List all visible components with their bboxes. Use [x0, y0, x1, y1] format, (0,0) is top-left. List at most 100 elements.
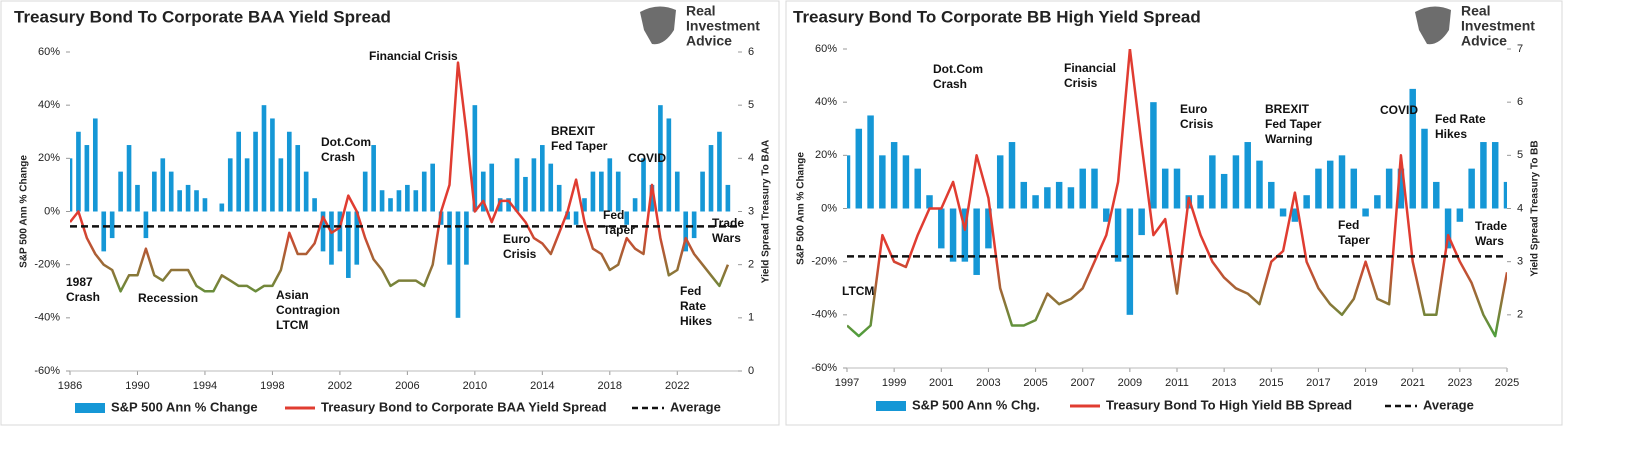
- legend-label: Treasury Bond to Corporate BAA Yield Spr…: [321, 399, 607, 414]
- bar: [1032, 195, 1039, 209]
- bar: [421, 171, 427, 212]
- chart-title: Treasury Bond To Corporate BAA Yield Spr…: [14, 7, 391, 26]
- bar: [109, 211, 115, 239]
- y-tick-label: -40%: [811, 309, 837, 321]
- logo-text: Advice: [1461, 33, 1507, 49]
- bar: [540, 145, 545, 212]
- x-tick-label: 2018: [598, 380, 622, 392]
- x-tick-label: 2007: [1070, 377, 1094, 389]
- bar: [1456, 208, 1464, 222]
- legend-label: S&P 500 Ann % Change: [111, 399, 258, 414]
- bar: [1150, 102, 1157, 209]
- x-tick-label: 2010: [463, 380, 487, 392]
- y-tick-label: 60%: [815, 43, 837, 55]
- bar: [996, 155, 1004, 209]
- bar: [1103, 208, 1110, 222]
- bar: [1138, 208, 1145, 236]
- annotation: Crisis: [503, 247, 537, 261]
- logo-text: Real: [1461, 3, 1491, 19]
- legend-label: S&P 500 Ann % Chg.: [912, 397, 1040, 412]
- bar: [84, 145, 90, 212]
- bar: [1338, 155, 1346, 209]
- bar: [855, 128, 863, 209]
- y-tick-label: -40%: [34, 312, 60, 324]
- bar: [1480, 142, 1487, 209]
- bar: [396, 190, 402, 212]
- bar: [1079, 168, 1086, 209]
- bar: [286, 131, 292, 212]
- bar: [1067, 187, 1075, 209]
- x-tick-label: 2021: [1400, 377, 1424, 389]
- x-tick-label: 2011: [1165, 377, 1189, 389]
- bar: [480, 171, 486, 212]
- y-tick-label: 20%: [815, 149, 837, 161]
- x-tick-label: 2006: [395, 380, 419, 392]
- bar: [1020, 181, 1028, 209]
- y-tick-label: 20%: [38, 152, 60, 164]
- annotation: Fed: [603, 208, 624, 222]
- bar: [847, 155, 851, 209]
- bar: [658, 105, 663, 212]
- bar: [405, 184, 410, 212]
- annotation: Recession: [138, 291, 198, 305]
- bar: [185, 184, 191, 212]
- bar: [1350, 168, 1358, 209]
- bar: [413, 190, 419, 212]
- bar: [548, 163, 554, 212]
- annotation: Crash: [321, 150, 355, 164]
- bar: [227, 158, 233, 212]
- bar: [270, 118, 275, 212]
- annotation: Euro: [1180, 102, 1207, 116]
- bar: [1091, 168, 1098, 209]
- y2-tick-label: 2: [1517, 309, 1523, 321]
- y-tick-label: -60%: [811, 362, 837, 374]
- legend-swatch: [876, 401, 906, 411]
- y2-tick-label: 6: [1517, 96, 1523, 108]
- bar: [202, 198, 208, 212]
- bar: [599, 171, 604, 212]
- bar: [1161, 168, 1169, 209]
- annotation: Trade: [712, 216, 744, 230]
- logo-text: Real: [686, 3, 716, 19]
- bar: [523, 176, 528, 212]
- bar: [1397, 168, 1405, 209]
- bar: [1362, 208, 1369, 217]
- bar: [152, 171, 157, 212]
- x-tick-label: 1999: [882, 377, 906, 389]
- bar: [346, 211, 351, 278]
- x-tick-label: 2025: [1495, 377, 1519, 389]
- bar: [683, 211, 689, 252]
- y2-tick-label: 7: [1517, 43, 1523, 55]
- bar: [1444, 208, 1452, 249]
- bar: [1303, 195, 1310, 209]
- bar: [565, 211, 570, 220]
- bar: [914, 168, 921, 209]
- annotation: Financial Crisis: [369, 49, 458, 63]
- y-tick-label: -60%: [34, 365, 60, 377]
- bar: [92, 118, 98, 212]
- bar: [879, 155, 886, 209]
- annotation: Crisis: [1064, 76, 1098, 90]
- annotation: Fed: [680, 284, 701, 298]
- bar: [177, 190, 182, 212]
- bar: [168, 171, 174, 212]
- bar: [261, 105, 267, 212]
- annotation: Warning: [1265, 132, 1313, 146]
- y-tick-label: 0%: [44, 205, 60, 217]
- annotation: Trade: [1475, 219, 1507, 233]
- y2-tick-label: 2: [748, 259, 754, 271]
- x-tick-label: 1994: [193, 380, 217, 392]
- bar: [1126, 208, 1134, 315]
- annotation: Fed: [1338, 218, 1359, 232]
- bar: [303, 171, 309, 212]
- annotation: Taper: [1338, 233, 1370, 247]
- spread-line: [847, 49, 1507, 338]
- bar: [1433, 181, 1440, 209]
- x-tick-label: 2001: [929, 377, 953, 389]
- x-tick-label: 2005: [1023, 377, 1047, 389]
- logo-text: Investment: [1461, 18, 1535, 34]
- annotation: COVID: [1380, 103, 1418, 117]
- annotation: Rate: [680, 299, 706, 313]
- chart-title: Treasury Bond To Corporate BB High Yield…: [793, 7, 1201, 26]
